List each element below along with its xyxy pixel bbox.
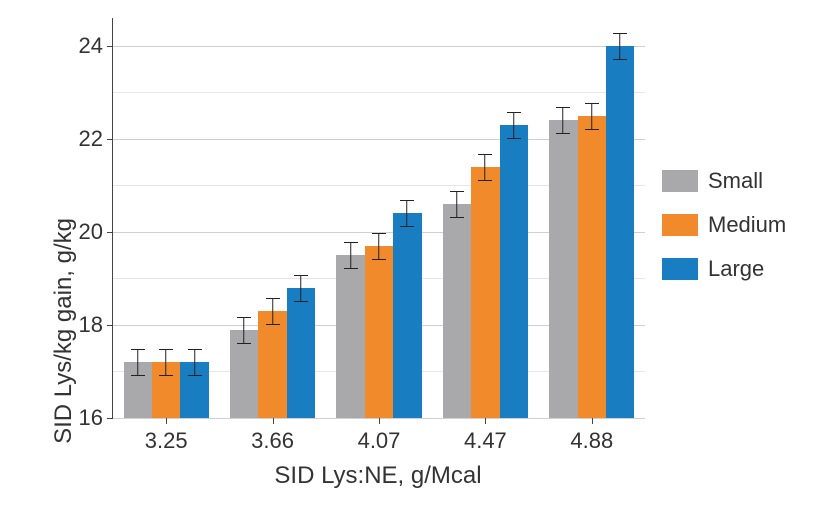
error-cap [585,103,599,104]
error-cap [266,324,280,325]
error-cap [478,180,492,181]
error-cap [507,138,521,139]
error-whisker [300,275,301,301]
xtick-label: 3.66 [251,418,294,454]
ytick-label: 20 [79,219,113,245]
bar [578,116,606,418]
error-cap [237,343,251,344]
error-whisker [137,349,138,375]
bar [471,167,499,418]
error-cap [131,349,145,350]
legend-swatch [662,258,698,280]
bar [258,311,286,418]
error-whisker [378,233,379,259]
error-cap [344,268,358,269]
error-cap [556,107,570,108]
bar [287,288,315,418]
error-cap [237,317,251,318]
error-whisker [485,154,486,180]
xtick-label: 3.25 [145,418,188,454]
error-cap [478,154,492,155]
error-cap [344,242,358,243]
bar [365,246,393,418]
ytick-label: 24 [79,33,113,59]
error-cap [188,375,202,376]
bar [336,255,364,418]
error-cap [400,226,414,227]
bar [549,120,577,418]
legend-label: Medium [708,212,786,238]
bar [443,204,471,418]
error-whisker [591,103,592,129]
error-cap [400,200,414,201]
xtick-label: 4.07 [358,418,401,454]
plot-area: 16182022243.253.664.074.474.88 [112,18,645,419]
ytick-label: 18 [79,312,113,338]
ytick-label: 22 [79,126,113,152]
error-cap [613,59,627,60]
error-whisker [165,349,166,375]
error-cap [372,259,386,260]
legend-label: Large [708,256,764,282]
legend-item: Large [662,256,786,282]
legend: Small Medium Large [662,168,786,300]
error-cap [159,375,173,376]
error-cap [159,349,173,350]
legend-item: Small [662,168,786,194]
error-whisker [513,112,514,138]
error-whisker [563,107,564,133]
error-cap [450,217,464,218]
error-cap [131,375,145,376]
xtick-label: 4.47 [464,418,507,454]
error-cap [188,349,202,350]
bar [500,125,528,418]
x-axis-label: SID Lys:NE, g/Mcal [274,462,481,490]
error-whisker [407,200,408,226]
error-whisker [619,33,620,59]
legend-swatch [662,170,698,192]
error-cap [294,275,308,276]
error-cap [450,191,464,192]
error-cap [372,233,386,234]
legend-item: Medium [662,212,786,238]
legend-swatch [662,214,698,236]
ytick-label: 16 [79,405,113,431]
error-cap [613,33,627,34]
error-cap [556,133,570,134]
error-cap [266,298,280,299]
xtick-label: 4.88 [570,418,613,454]
error-cap [507,112,521,113]
error-whisker [350,242,351,268]
error-whisker [456,191,457,217]
gridline-minor [113,92,645,93]
error-cap [294,301,308,302]
error-whisker [194,349,195,375]
error-whisker [272,298,273,324]
error-whisker [243,317,244,343]
gridline-major [113,46,645,47]
legend-label: Small [708,168,763,194]
bar [606,46,634,418]
y-axis-label: SID Lys/kg gain, g/kg [50,218,78,444]
chart-container: 16182022243.253.664.074.474.88 SmallMedi… [0,0,820,513]
error-cap [585,129,599,130]
bar [393,213,421,418]
